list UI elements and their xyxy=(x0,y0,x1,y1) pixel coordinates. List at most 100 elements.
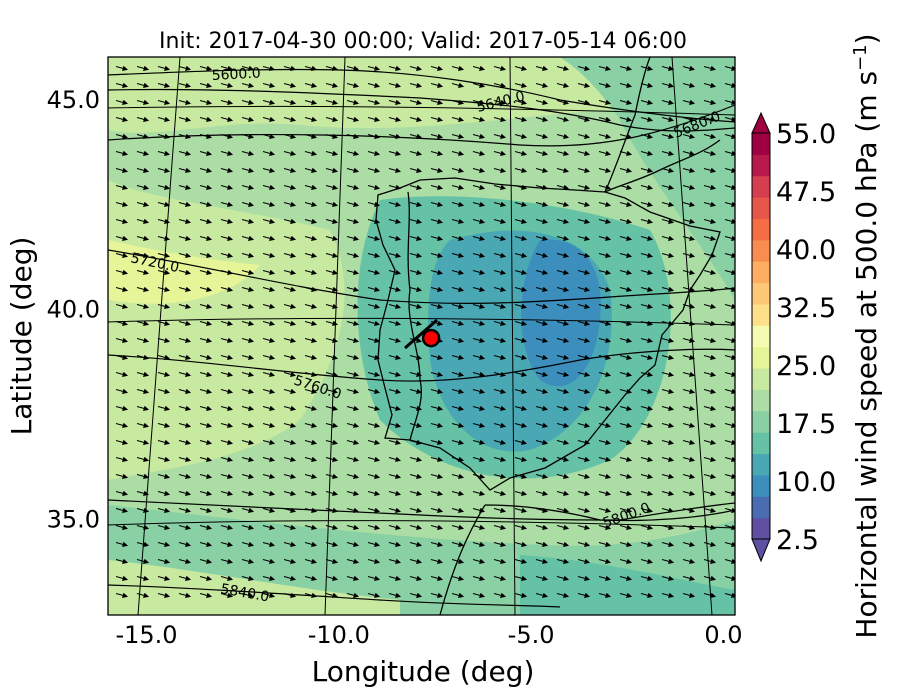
wind-vector-arrow xyxy=(409,473,423,479)
x-tick-label: -10.0 xyxy=(308,621,370,649)
wind-vector-arrow xyxy=(598,575,612,581)
wind-vector-arrow xyxy=(682,541,696,547)
wind-vector-arrow xyxy=(640,65,654,71)
wind-vector-arrow xyxy=(682,235,696,241)
wind-vector-arrow xyxy=(283,184,297,190)
wind-vector-arrow xyxy=(514,82,528,88)
wind-vector-arrow xyxy=(535,422,549,428)
wind-vector-arrow xyxy=(304,541,318,547)
wind-vector-arrow xyxy=(619,303,633,309)
wind-vector-arrow xyxy=(178,320,192,326)
wind-vector-arrow xyxy=(514,184,528,190)
wind-vector-arrow xyxy=(199,252,213,258)
wind-vector-arrow xyxy=(241,235,255,241)
wind-vector-arrow xyxy=(640,575,654,581)
wind-vector-arrow xyxy=(682,116,696,122)
wind-vector-arrow xyxy=(703,269,717,275)
wind-vector-arrow xyxy=(220,507,234,513)
wind-vector-arrow xyxy=(325,116,339,122)
wind-vector-arrow xyxy=(367,592,381,598)
wind-vector-arrow xyxy=(136,541,150,547)
colorbar-segment xyxy=(752,346,770,369)
wind-vector-arrow xyxy=(304,286,318,292)
wind-vector-arrow xyxy=(535,507,549,513)
wind-vector-arrow xyxy=(472,456,486,462)
wind-vector-arrow xyxy=(577,422,591,428)
wind-vector-arrow xyxy=(535,337,549,343)
wind-vector-arrow xyxy=(661,456,675,462)
wind-vector-arrow xyxy=(178,269,192,275)
speed-min-core xyxy=(521,239,601,387)
wind-vector-arrow xyxy=(136,439,150,445)
wind-vector-arrow xyxy=(556,388,570,394)
wind-vector-arrow xyxy=(325,218,339,224)
plot-frame xyxy=(107,56,736,616)
wind-vector-arrow xyxy=(325,286,339,292)
wind-vector-arrow xyxy=(619,558,633,564)
wind-vector-arrow xyxy=(514,252,528,258)
wind-vector-arrow xyxy=(451,303,465,309)
wind-vector-arrow xyxy=(283,541,297,547)
colorbar-segment xyxy=(752,175,770,198)
wind-vector-arrow xyxy=(220,320,234,326)
wind-vector-arrow xyxy=(724,252,735,258)
wind-vector-arrow xyxy=(304,592,318,598)
wind-vector-arrow xyxy=(472,116,486,122)
wind-vector-arrow xyxy=(640,303,654,309)
wind-vector-arrow xyxy=(241,422,255,428)
wind-vector-arrow xyxy=(220,456,234,462)
wind-vector-arrow xyxy=(388,558,402,564)
wind-vector-arrow xyxy=(493,490,507,496)
wind-vector-arrow xyxy=(451,252,465,258)
x-axis-label: Longitude (deg) xyxy=(312,655,535,688)
wind-vector-arrow xyxy=(157,439,171,445)
wind-vector-arrow xyxy=(220,184,234,190)
wind-vector-arrow xyxy=(472,150,486,156)
wind-vector-arrow xyxy=(199,524,213,530)
wind-vector-arrow xyxy=(304,184,318,190)
wind-vector-arrow xyxy=(430,388,444,394)
wind-vector-arrow xyxy=(535,218,549,224)
wind-vector-arrow xyxy=(451,371,465,377)
wind-vector-arrow xyxy=(556,422,570,428)
wind-vector-arrow xyxy=(157,82,171,88)
wind-vector-arrow xyxy=(262,405,276,411)
wind-vector-arrow xyxy=(619,116,633,122)
wind-vector-arrow xyxy=(493,575,507,581)
wind-vector-arrow xyxy=(556,218,570,224)
wind-vector-arrow xyxy=(199,116,213,122)
wind-vector-arrow xyxy=(346,422,360,428)
wind-vector-arrow xyxy=(136,405,150,411)
wind-vector-arrow xyxy=(367,558,381,564)
wind-vector-arrow xyxy=(157,184,171,190)
wind-vector-arrow xyxy=(325,99,339,105)
wind-vector-arrow xyxy=(451,354,465,360)
wind-vector-arrow xyxy=(325,490,339,496)
wind-vector-arrow xyxy=(703,252,717,258)
wind-vector-arrow xyxy=(115,218,129,224)
wind-vector-arrow xyxy=(199,575,213,581)
wind-vector-arrow xyxy=(115,201,129,207)
wind-vector-arrow xyxy=(430,303,444,309)
wind-vector-arrow xyxy=(115,371,129,377)
wind-vector-arrow xyxy=(325,184,339,190)
wind-vector-arrow xyxy=(409,524,423,530)
wind-vector-arrow xyxy=(178,592,192,598)
wind-vector-arrow xyxy=(556,541,570,547)
wind-vector-arrow xyxy=(325,354,339,360)
wind-vector-arrow xyxy=(619,422,633,428)
wind-vector-arrow xyxy=(640,133,654,139)
colorbar-label-close: ) xyxy=(850,33,883,44)
wind-vector-arrow xyxy=(724,150,735,156)
wind-vector-arrow xyxy=(535,150,549,156)
wind-vector-arrow xyxy=(304,82,318,88)
wind-vector-arrow xyxy=(661,371,675,377)
wind-vector-arrow xyxy=(556,82,570,88)
wind-vector-arrow xyxy=(220,303,234,309)
wind-vector-arrow xyxy=(136,65,150,71)
wind-vector-arrow xyxy=(430,507,444,513)
colorbar-label-superscript: −1 xyxy=(850,44,871,71)
wind-vector-arrow xyxy=(388,337,402,343)
wind-vector-arrow xyxy=(115,354,129,360)
wind-vector-arrow xyxy=(220,541,234,547)
